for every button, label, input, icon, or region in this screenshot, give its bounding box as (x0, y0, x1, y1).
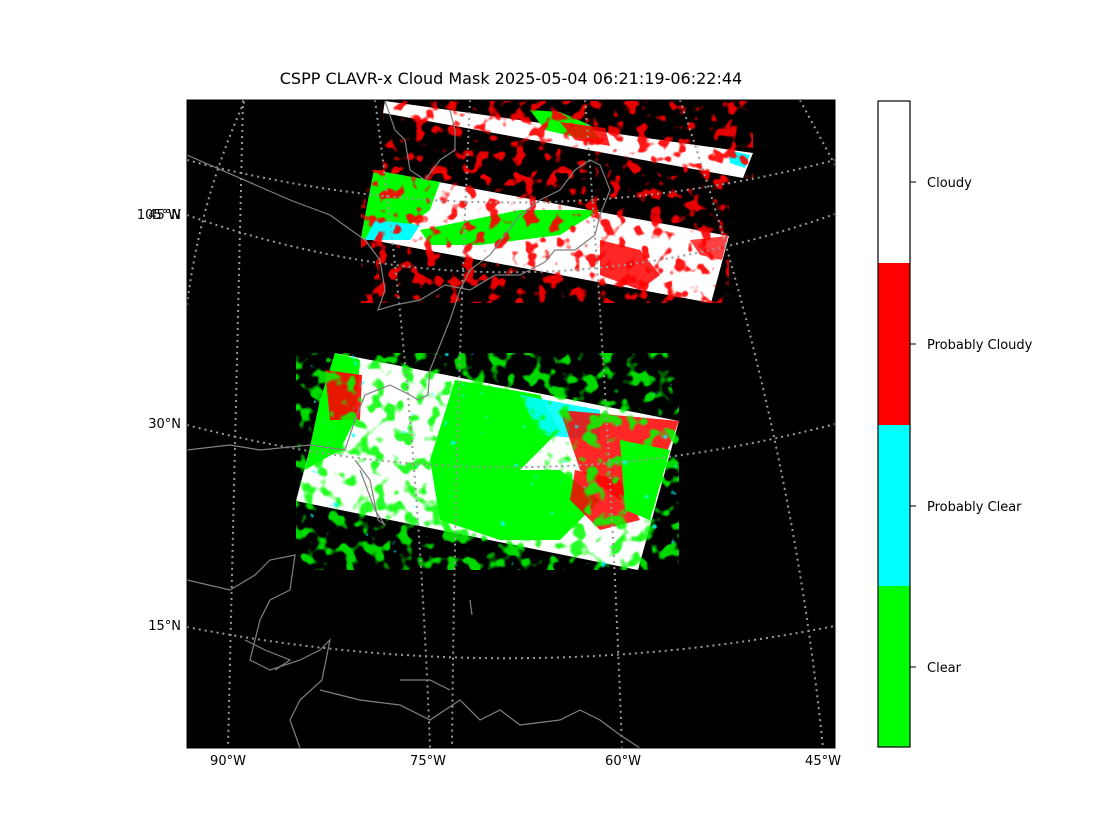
lat-tick-30n: 30°N (148, 417, 181, 432)
lat-tick-15n: 15°N (148, 619, 181, 634)
colorbar-frame (877, 100, 911, 748)
colorbar-label-probably-cloudy: Probably Cloudy (927, 338, 1033, 353)
gridline-lon-75w (374, 100, 431, 748)
gridline-lat-45n (187, 213, 835, 274)
colorbar-cloudy (878, 101, 910, 263)
colorbar-label-clear: Clear (927, 661, 962, 676)
colorbar-clear (878, 586, 910, 747)
colorbar-label-cloudy: Cloudy (927, 176, 972, 191)
swath-middle (361, 170, 729, 303)
lon-tick-labels: 90°W 75°W 60°W 45°W (210, 754, 841, 769)
lat-tick-105w: 105°W (137, 208, 181, 223)
map-frame (186, 99, 836, 749)
coastlines (187, 100, 641, 748)
swath-south (296, 353, 679, 570)
map-title: CSPP CLAVR-x Cloud Mask 2025-05-04 06:21… (279, 69, 743, 88)
lon-tick-75w: 75°W (410, 754, 446, 769)
lon-tick-90w: 90°W (210, 754, 246, 769)
colorbar-probably-clear (878, 425, 910, 586)
gridline-lon-60w (584, 100, 623, 748)
lat-tick-45n: 45°N (148, 208, 181, 223)
map-area (187, 100, 835, 748)
swath-north (383, 101, 753, 178)
gridline-lon-90w (227, 100, 244, 748)
colorbar: Cloudy Probably Cloudy Probably Clear Cl… (877, 100, 1033, 748)
lat-tick-labels: 105°W 45°N 30°N 15°N (137, 208, 181, 634)
colorbar-label-probably-clear: Probably Clear (927, 500, 1022, 515)
gridline-lat-15n (187, 625, 835, 660)
graticule (187, 100, 835, 748)
lon-tick-45w: 45°W (805, 754, 841, 769)
colorbar-probably-cloudy (878, 263, 910, 425)
lon-tick-60w: 60°W (605, 754, 641, 769)
